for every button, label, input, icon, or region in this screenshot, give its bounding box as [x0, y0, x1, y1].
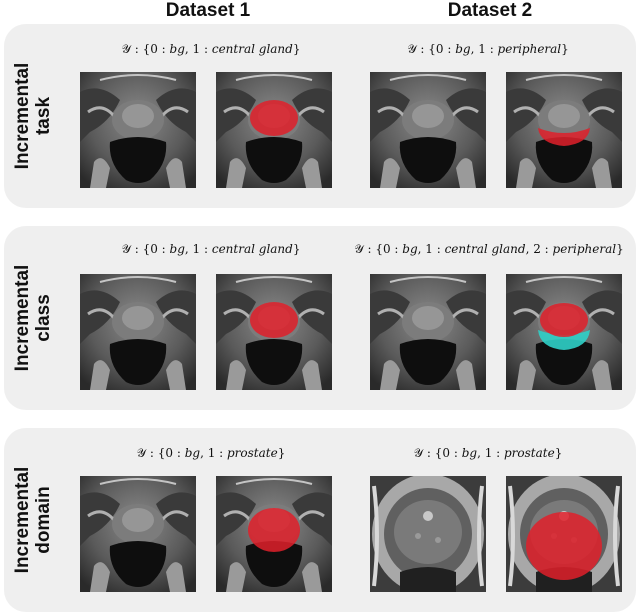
mri-image-prostate-mask: [216, 476, 332, 592]
mri-image-peripheral-mask: [506, 72, 622, 188]
panel-incremental-task: Incremental task 𝒴 : {0 : bg, 1 : central…: [4, 24, 636, 208]
mri-image-original: [80, 274, 196, 390]
row-label-incremental-task: Incremental task: [12, 62, 54, 170]
panel-incremental-class: Incremental class 𝒴 : {0 : bg, 1 : centra…: [4, 226, 636, 410]
label-set-formula-dataset-2: 𝒴 : {0 : bg, 1 : prostate}: [413, 446, 563, 460]
mri-image-central-gland-mask: [216, 274, 332, 390]
column-header-dataset-1: Dataset 1: [165, 0, 251, 21]
mri-image-original-domain-2: [370, 476, 486, 592]
row-label-incremental-domain: Incremental domain: [12, 466, 54, 574]
label-set-formula-dataset-1: 𝒴 : {0 : bg, 1 : prostate}: [136, 446, 286, 460]
mri-image-prostate-mask-domain-2: [506, 476, 622, 592]
label-set-formula-dataset-1: 𝒴 : {0 : bg, 1 : central gland}: [121, 42, 301, 56]
panel-incremental-domain: Incremental domain 𝒴 : {0 : bg, 1 : prost…: [4, 428, 636, 612]
column-header-dataset-2: Dataset 2: [447, 0, 533, 21]
mri-image-central-gland-mask: [216, 72, 332, 188]
mri-image-original: [370, 72, 486, 188]
label-set-formula-dataset-2: 𝒴 : {0 : bg, 1 : central gland, 2 : peri…: [354, 242, 624, 256]
label-set-formula-dataset-1: 𝒴 : {0 : bg, 1 : central gland}: [121, 242, 301, 256]
row-label-incremental-class: Incremental class: [12, 264, 54, 372]
label-set-formula-dataset-2: 𝒴 : {0 : bg, 1 : peripheral}: [407, 42, 569, 56]
mri-image-original: [80, 476, 196, 592]
mri-image-original: [80, 72, 196, 188]
mri-image-two-class-mask: [506, 274, 622, 390]
mri-image-original: [370, 274, 486, 390]
